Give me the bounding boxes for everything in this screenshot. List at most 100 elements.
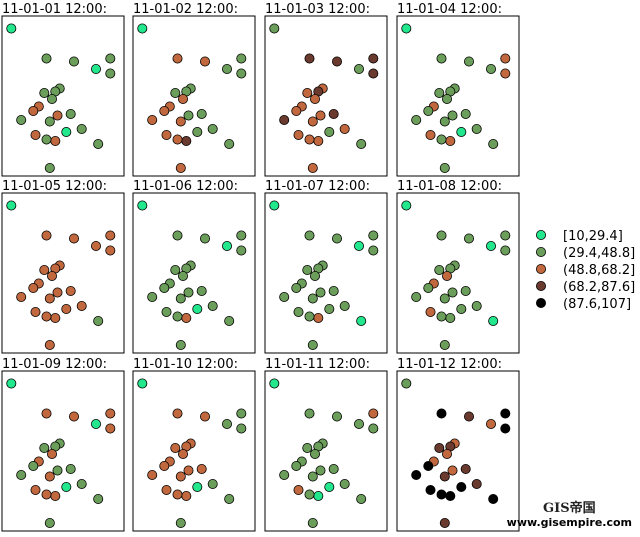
panel-4: 11-01-04 12:00:	[396, 2, 520, 177]
data-point	[196, 109, 207, 120]
data-point	[41, 230, 52, 241]
legend-label: (29.4,48.8]	[563, 246, 635, 261]
legend-swatch	[536, 263, 547, 274]
data-point	[463, 233, 474, 244]
panel-title: 11-01-06 12:00:	[133, 179, 238, 194]
panel-frame	[1, 370, 125, 532]
watermark-url: www.gisempire.com	[506, 516, 632, 529]
data-point	[41, 489, 52, 500]
legend-label: (87.6,107]	[563, 297, 631, 312]
panel-title: 11-01-07 12:00:	[265, 179, 370, 194]
data-point	[500, 68, 511, 79]
data-point	[460, 109, 471, 120]
data-point	[328, 109, 339, 120]
data-point	[177, 448, 188, 459]
data-point	[105, 245, 116, 256]
data-point	[460, 285, 471, 296]
data-point	[309, 448, 320, 459]
data-point	[175, 162, 186, 173]
data-point	[302, 442, 313, 453]
data-point	[471, 478, 482, 489]
data-point	[105, 423, 116, 434]
data-point	[236, 53, 247, 64]
data-point	[434, 442, 445, 453]
data-point	[425, 129, 436, 140]
data-point	[93, 315, 104, 326]
data-point	[313, 135, 324, 146]
data-point	[279, 115, 290, 126]
data-point	[439, 339, 450, 350]
legend-item: [10,29.4]	[536, 229, 623, 244]
data-point	[368, 53, 379, 64]
data-point	[291, 282, 302, 293]
data-point	[302, 88, 313, 99]
data-point	[61, 481, 72, 492]
data-point	[47, 94, 58, 105]
data-point	[353, 240, 364, 251]
data-point	[324, 127, 335, 138]
data-point	[445, 312, 456, 323]
data-point	[236, 230, 247, 241]
data-point	[161, 306, 172, 317]
data-point	[423, 282, 434, 293]
data-point	[425, 306, 436, 317]
panel-title: 11-01-01 12:00:	[2, 2, 107, 17]
data-point	[16, 291, 27, 302]
panel-frame	[264, 15, 388, 177]
data-point	[331, 411, 342, 422]
data-point	[439, 162, 450, 173]
data-point	[39, 88, 50, 99]
data-point	[401, 378, 412, 389]
data-point	[324, 303, 335, 314]
data-point	[401, 23, 412, 34]
data-point	[307, 339, 318, 350]
data-point	[52, 287, 63, 298]
data-point	[76, 300, 87, 311]
data-point	[47, 448, 58, 459]
data-point	[236, 423, 247, 434]
data-point	[307, 471, 318, 482]
data-point	[315, 110, 326, 121]
data-point	[441, 448, 452, 459]
data-point	[61, 127, 72, 138]
data-point	[339, 300, 350, 311]
data-point	[170, 88, 181, 99]
data-point	[105, 53, 116, 64]
data-point	[313, 312, 324, 323]
panel-title: 11-01-03 12:00:	[265, 2, 370, 17]
data-point	[368, 408, 379, 419]
legend-item: (29.4,48.8]	[536, 246, 635, 261]
data-point	[65, 285, 76, 296]
data-point	[192, 481, 203, 492]
data-point	[105, 230, 116, 241]
data-point	[159, 282, 170, 293]
data-point	[69, 233, 80, 244]
panel-frame	[396, 15, 520, 177]
data-point	[224, 138, 235, 149]
data-point	[69, 56, 80, 67]
data-point	[485, 418, 496, 429]
data-point	[291, 460, 302, 471]
panel-frame	[264, 370, 388, 532]
data-point	[463, 56, 474, 67]
data-point	[500, 230, 511, 241]
data-point	[52, 465, 63, 476]
data-point	[76, 124, 87, 135]
data-point	[291, 106, 302, 117]
data-point	[500, 408, 511, 419]
data-point	[439, 116, 450, 127]
data-point	[436, 230, 447, 241]
panel-frame	[396, 370, 520, 532]
data-point	[485, 240, 496, 251]
data-point	[423, 106, 434, 117]
data-point	[411, 115, 422, 126]
data-point	[236, 245, 247, 256]
data-point	[47, 270, 58, 281]
data-point	[353, 64, 364, 75]
data-point	[196, 285, 207, 296]
data-point	[331, 56, 342, 67]
data-point	[488, 493, 499, 504]
data-point	[6, 378, 17, 389]
data-point	[172, 489, 183, 500]
legend-swatch	[536, 229, 547, 240]
